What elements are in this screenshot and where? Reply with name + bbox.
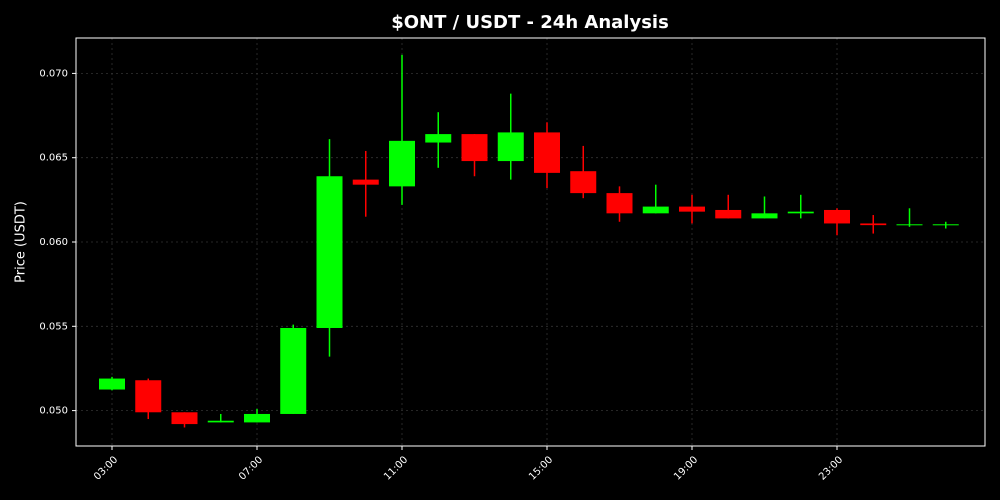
candle-body (787, 211, 814, 214)
y-tick-label: 0.070 (39, 68, 68, 79)
candle-body (461, 134, 488, 162)
candle-body (606, 193, 633, 214)
candle-body (896, 224, 923, 226)
candle-body (352, 179, 379, 185)
candle-body (860, 223, 887, 226)
candle-body (570, 171, 597, 194)
candle-body (389, 140, 415, 187)
candle-body (715, 209, 742, 219)
y-tick-label: 0.060 (39, 237, 68, 248)
candle-body (316, 176, 343, 328)
candle-body (679, 206, 705, 212)
y-tick-label: 0.050 (39, 406, 68, 417)
candle-body (497, 132, 524, 162)
candle-body (99, 378, 125, 390)
y-axis-label: Price (USDT) (14, 201, 29, 283)
candle-body (207, 420, 234, 423)
y-tick-label: 0.055 (39, 321, 68, 332)
candle-body (244, 413, 270, 423)
candle-body (534, 132, 560, 173)
candle-body (425, 134, 452, 143)
candle-body (171, 412, 198, 425)
candle-body (280, 327, 307, 414)
chart-title: $ONT / USDT - 24h Analysis (391, 12, 669, 33)
candle-body (751, 213, 778, 219)
plot-frame (75, 37, 986, 447)
candle-body (642, 206, 669, 214)
candle-body (932, 224, 959, 226)
candle-body (135, 380, 162, 413)
candle-body (824, 209, 850, 224)
y-tick-label: 0.065 (39, 153, 68, 164)
